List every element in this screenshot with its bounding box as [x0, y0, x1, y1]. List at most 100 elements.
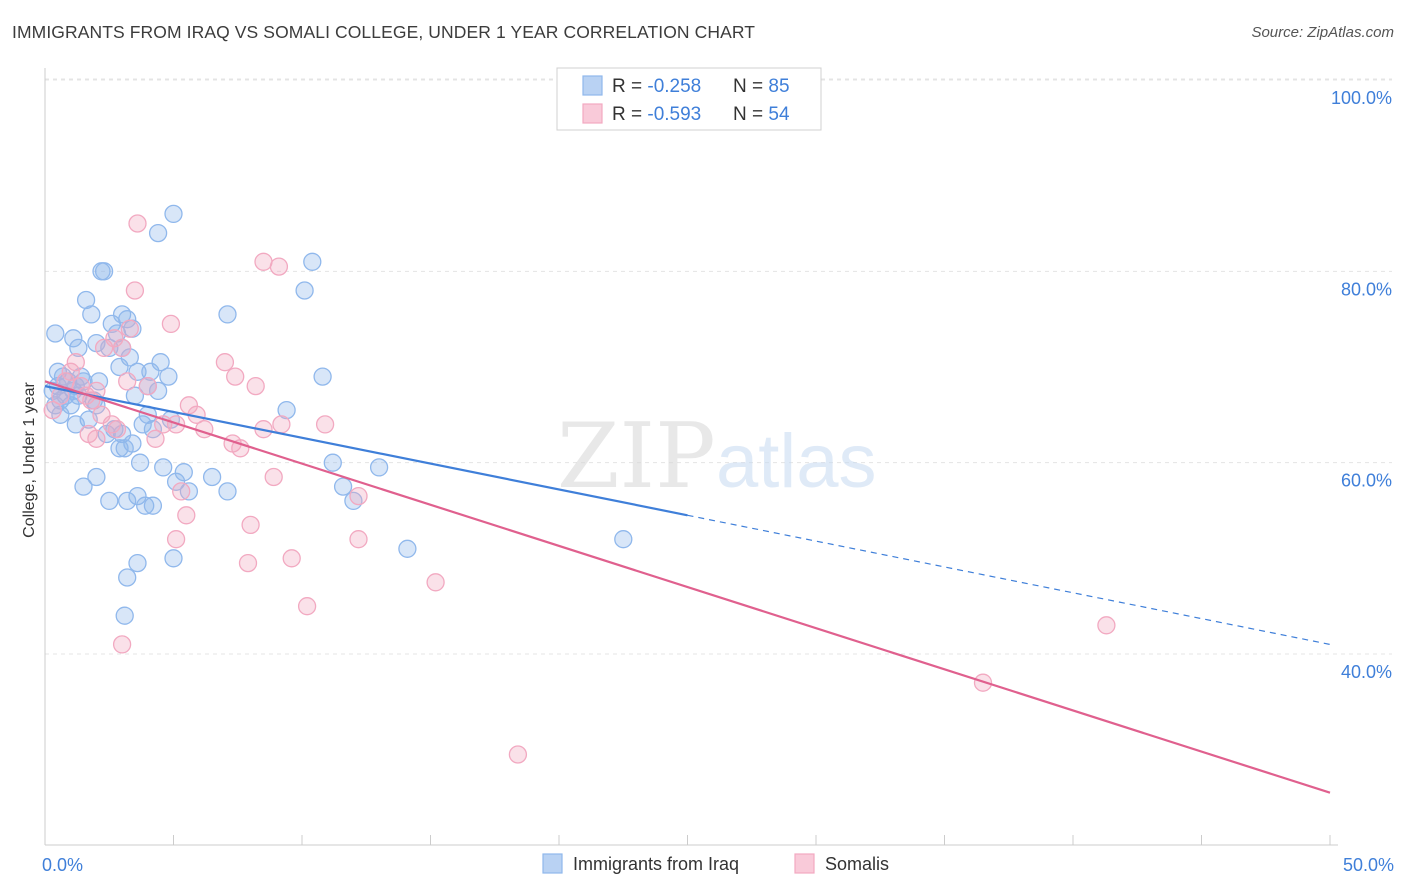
point-somalis [112, 635, 132, 654]
points-layer [43, 204, 1116, 764]
legend-swatch-somalis [582, 103, 603, 124]
point-iraq [159, 367, 178, 386]
point-somalis [282, 549, 301, 568]
point-somalis [264, 467, 283, 487]
point-iraq [118, 568, 137, 587]
point-somalis [215, 353, 235, 372]
point-iraq [148, 223, 168, 243]
legend-swatch-iraq [582, 75, 603, 96]
point-iraq [164, 549, 183, 568]
point-iraq [202, 467, 222, 487]
point-somalis [105, 329, 124, 348]
point-iraq [164, 204, 183, 224]
point-iraq [303, 252, 322, 271]
legend-n-row-iraq: N = 85 [733, 76, 790, 97]
watermark-zip: ZIP [557, 404, 716, 509]
legend-n-row-somalis: N = 54 [733, 104, 790, 125]
point-somalis [1097, 616, 1116, 635]
point-iraq [64, 329, 83, 348]
point-iraq [115, 606, 134, 625]
point-iraq [128, 553, 147, 573]
point-iraq [74, 477, 93, 496]
point-somalis [226, 367, 245, 386]
y-axis-label: College, Under 1 year [21, 382, 38, 538]
point-somalis [238, 553, 258, 573]
point-somalis [112, 338, 132, 358]
point-somalis [246, 376, 265, 396]
point-iraq [174, 463, 193, 482]
point-somalis [138, 376, 157, 396]
y-tick-label: 40.0% [1341, 662, 1392, 682]
point-iraq [69, 338, 88, 358]
watermark: ZIP atlas [557, 404, 877, 509]
point-somalis [61, 362, 80, 381]
watermark-atlas: atlas [716, 419, 877, 504]
x-tick-label-start: 0.0% [42, 855, 83, 875]
legend-n-label-somalis: N = [733, 104, 768, 125]
x-tick-label-end: 50.0% [1343, 855, 1394, 875]
point-somalis [161, 314, 181, 334]
point-somalis [177, 506, 196, 525]
point-somalis [120, 319, 139, 338]
point-somalis [43, 400, 62, 420]
point-somalis [107, 420, 127, 439]
point-somalis [146, 429, 165, 448]
point-somalis [125, 281, 145, 300]
bottom-legend-swatch-somalis [794, 853, 815, 874]
point-somalis [231, 439, 250, 458]
legend-r-value-iraq: -0.258 [647, 76, 701, 97]
point-iraq [133, 415, 152, 434]
point-iraq [87, 467, 106, 487]
point-somalis [269, 257, 289, 276]
point-somalis [87, 429, 106, 448]
point-somalis [508, 745, 528, 764]
point-somalis [172, 482, 191, 501]
point-somalis [179, 396, 199, 415]
point-iraq [277, 400, 296, 420]
bottom-legend-label-iraq: Immigrants from Iraq [573, 854, 739, 874]
point-somalis [128, 214, 147, 233]
y-tick-label: 80.0% [1341, 279, 1392, 299]
point-somalis [272, 415, 291, 434]
point-iraq [151, 353, 170, 372]
legend-r-value-somalis: -0.593 [647, 104, 701, 125]
legend-r-label-iraq: R = [612, 76, 647, 97]
point-somalis [315, 415, 335, 434]
point-iraq [46, 324, 65, 343]
legend-row-somalis: R = -0.593 [612, 104, 701, 125]
trendline-iraq [44, 385, 688, 517]
y-tick-labels: 40.0% 60.0% 80.0% 100.0% [1331, 88, 1392, 682]
point-iraq [323, 453, 342, 472]
point-somalis [426, 573, 445, 592]
y-tick-label: 100.0% [1331, 88, 1392, 108]
chart-title: IMMIGRANTS FROM IRAQ VS SOMALI COLLEGE, … [12, 22, 756, 42]
legend-n-value-somalis: 54 [768, 104, 790, 125]
point-iraq [218, 482, 237, 501]
point-iraq [110, 357, 129, 377]
point-somalis [349, 486, 368, 506]
top-legend: R = -0.258 N = 85 R = -0.593 N = 54 [556, 67, 822, 131]
point-iraq [313, 367, 332, 386]
bottom-legend-label-somalis: Somalis [825, 854, 889, 874]
bottom-legend-swatch-iraq [542, 853, 563, 874]
point-iraq [100, 491, 119, 511]
point-iraq [218, 305, 237, 324]
point-iraq [398, 539, 417, 558]
point-iraq [333, 477, 353, 496]
legend-r-label-somalis: R = [612, 104, 647, 125]
x-tick-labels: 0.0% 50.0% [42, 855, 1394, 875]
point-iraq [143, 496, 163, 515]
point-iraq [100, 338, 119, 358]
point-somalis [118, 372, 137, 391]
trendline-somalis [44, 380, 1331, 794]
point-iraq [148, 381, 168, 401]
legend-row-iraq: R = -0.258 [612, 76, 701, 97]
point-somalis [241, 515, 260, 535]
point-iraq [66, 415, 85, 434]
point-iraq [118, 491, 137, 511]
point-iraq [369, 458, 389, 477]
point-somalis [349, 530, 368, 549]
point-iraq [136, 496, 155, 515]
point-somalis [166, 530, 186, 549]
